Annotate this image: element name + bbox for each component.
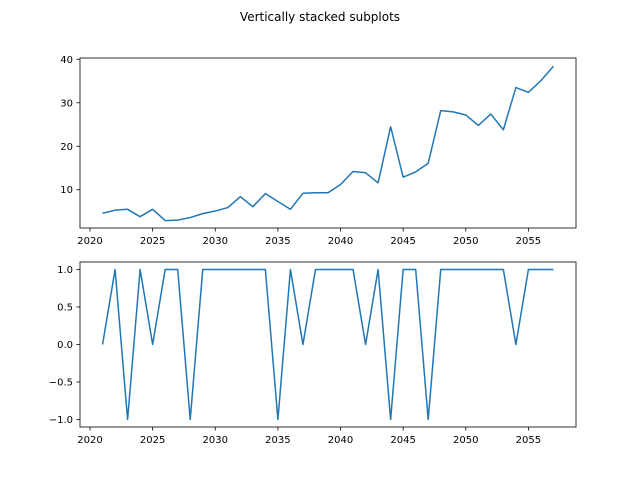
- x-tick-label: 2025: [140, 435, 165, 446]
- x-tick-label: 2045: [390, 435, 415, 446]
- y-tick-label: −0.5: [49, 378, 73, 389]
- x-tick-label: 2020: [77, 435, 102, 446]
- series-line: [102, 65, 555, 222]
- y-tick-label: 0.0: [57, 340, 73, 351]
- y-tick-label: 40: [60, 55, 73, 66]
- x-tick-label: 2035: [265, 236, 290, 247]
- x-tick-label: 2030: [203, 435, 228, 446]
- y-tick-label: 10: [60, 185, 73, 196]
- figure-suptitle: Vertically stacked subplots: [240, 10, 400, 24]
- x-tick-label: 2045: [390, 236, 415, 247]
- x-tick-label: 2040: [328, 236, 353, 247]
- y-tick-label: 1.0: [57, 265, 73, 276]
- y-tick-label: 30: [60, 98, 73, 109]
- series-line: [101, 268, 554, 421]
- x-tick-label: 2025: [140, 236, 165, 247]
- x-tick-label: 2050: [453, 236, 478, 247]
- y-tick-label: 0.5: [57, 303, 73, 314]
- x-tick-label: 2030: [203, 236, 228, 247]
- y-tick-label: −1.0: [49, 415, 73, 426]
- x-tick-label: 2050: [453, 435, 478, 446]
- subplot-bottom: 2020 2025 2030 2035 2040 2045 2050 2055 −1.0 −0.5…: [49, 261, 577, 446]
- x-tick-label: 2040: [328, 435, 353, 446]
- y-tick-label: 20: [60, 142, 73, 153]
- x-tick-label: 2020: [77, 236, 102, 247]
- x-tick-label: 2055: [516, 435, 541, 446]
- x-tick-label: 2035: [265, 435, 290, 446]
- x-tick-label: 2055: [516, 236, 541, 247]
- axes-frame: [79, 261, 577, 428]
- axes-frame: [79, 57, 577, 229]
